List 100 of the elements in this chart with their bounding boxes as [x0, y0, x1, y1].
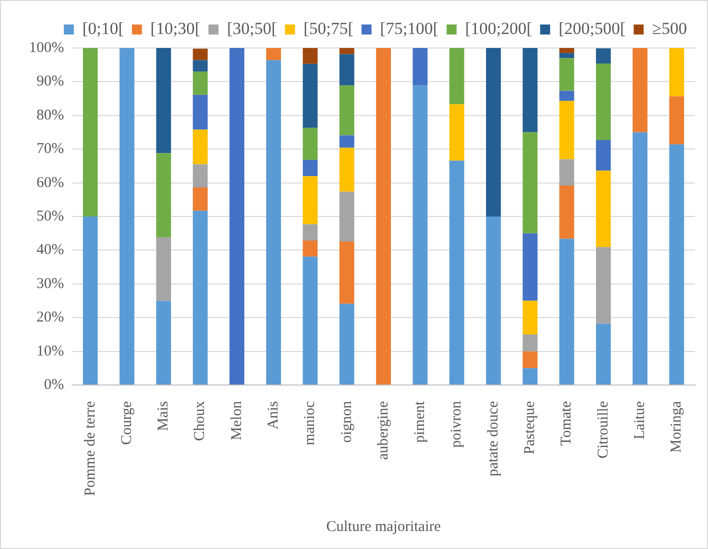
- bar: [302, 176, 318, 224]
- legend-label: [100;200[: [465, 18, 532, 38]
- bar: [339, 304, 354, 385]
- bar: [192, 72, 208, 95]
- bar: [339, 192, 354, 242]
- bar: [339, 85, 354, 136]
- bar: [522, 132, 538, 234]
- bar: [192, 94, 208, 130]
- bar: [412, 48, 428, 86]
- bar: [192, 210, 208, 385]
- x-tick-label: Anis: [265, 400, 282, 430]
- x-tick-label: Melon: [228, 400, 245, 440]
- x-tick-label: Tomate: [558, 400, 575, 446]
- bar: [156, 48, 172, 154]
- bar: [229, 48, 244, 385]
- bar: [486, 216, 501, 385]
- bar: [302, 240, 318, 257]
- bar: [522, 351, 538, 368]
- bar: [522, 300, 538, 334]
- y-tick-label: 30%: [36, 276, 64, 292]
- bar: [596, 48, 611, 64]
- bar: [449, 48, 464, 104]
- bar: [559, 53, 574, 58]
- bar: [339, 241, 354, 304]
- x-tick-label: Mais: [156, 400, 172, 432]
- bar: [559, 238, 574, 385]
- legend-label: [75;100[: [380, 18, 439, 38]
- bar: [596, 140, 611, 171]
- bar: [596, 324, 611, 385]
- bar: [302, 224, 318, 240]
- bar: [632, 48, 648, 132]
- bar: [449, 160, 464, 385]
- bar: [120, 48, 134, 385]
- bar: [192, 130, 208, 164]
- bar: [192, 164, 208, 188]
- y-tick-label: 40%: [36, 242, 64, 258]
- bar: [559, 48, 574, 54]
- bar: [192, 60, 208, 72]
- y-tick-label: 0%: [44, 376, 64, 393]
- bar: [339, 148, 354, 192]
- y-tick-label: 20%: [36, 310, 64, 326]
- x-tick-label: Courge: [118, 400, 135, 445]
- bar: [596, 170, 611, 248]
- bar: [559, 186, 574, 239]
- bar: [302, 256, 318, 385]
- bar: [559, 58, 574, 91]
- legend-label: [50;75[: [303, 18, 354, 38]
- bar: [82, 48, 98, 217]
- bar: [192, 48, 208, 60]
- bar: [376, 48, 391, 385]
- legend-label: [0;10[: [82, 18, 124, 38]
- x-axis-title: Culture majoritaire: [326, 518, 442, 535]
- legend-label: ≥500: [652, 18, 688, 38]
- bar: [669, 96, 684, 144]
- bar: [412, 85, 428, 385]
- x-tick-label: Choux: [192, 400, 208, 442]
- legend-label: [200;500[: [558, 18, 626, 38]
- bar: [522, 48, 538, 132]
- y-tick-label: 50%: [36, 208, 64, 224]
- y-tick-label: 100%: [28, 40, 64, 56]
- x-tick-label: piment: [412, 400, 428, 443]
- bar: [559, 159, 574, 186]
- bar: [156, 153, 172, 238]
- bar: [156, 300, 172, 385]
- bar: [302, 64, 318, 128]
- bar: [596, 64, 611, 140]
- bar: [596, 247, 611, 324]
- bar: [669, 48, 684, 96]
- legend-label: [10;30[: [150, 18, 201, 38]
- bar: [522, 334, 538, 352]
- x-tick-label: Pomme de terre: [82, 400, 98, 496]
- bar: [669, 144, 684, 385]
- y-tick-label: 90%: [36, 74, 64, 90]
- bar: [559, 100, 574, 160]
- x-tick-label: Citrouille: [595, 400, 612, 459]
- x-tick-label: aubergine: [375, 400, 392, 460]
- bar: [266, 48, 281, 60]
- y-tick-label: 70%: [36, 141, 64, 158]
- legend-label: [30;50[: [226, 18, 278, 38]
- bar: [82, 216, 98, 385]
- bar: [339, 54, 354, 86]
- bar: [192, 188, 208, 211]
- bar: [302, 48, 318, 64]
- bar: [559, 90, 574, 101]
- y-tick-label: 80%: [36, 107, 64, 124]
- bar: [339, 48, 354, 54]
- x-tick-label: Laitue: [632, 400, 648, 440]
- bar: [522, 368, 538, 385]
- x-tick-label: Pasteque: [522, 400, 538, 454]
- bar: [156, 237, 172, 301]
- x-tick-label: manioc: [302, 400, 318, 446]
- bar: [339, 135, 354, 148]
- x-tick-label: oignon: [338, 400, 355, 443]
- bar: [302, 160, 318, 176]
- bar: [266, 60, 281, 385]
- bar: [486, 48, 501, 217]
- bar: [632, 132, 648, 385]
- x-tick-label: Moringa: [668, 400, 685, 453]
- bar: [449, 104, 464, 161]
- y-tick-label: 10%: [36, 343, 64, 360]
